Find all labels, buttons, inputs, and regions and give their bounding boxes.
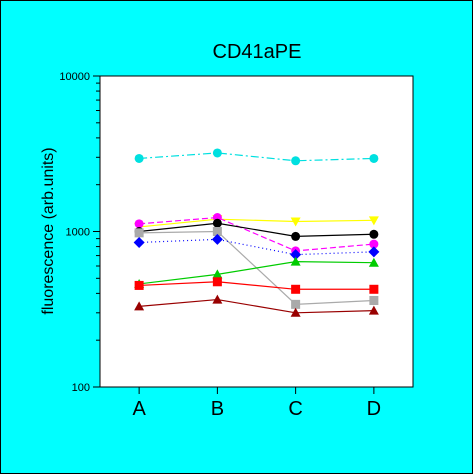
data-point: [368, 246, 380, 258]
data-point: [212, 269, 223, 279]
data-point: [212, 218, 222, 228]
data-point: [368, 257, 379, 267]
series-6: [133, 233, 380, 261]
x-axis: A B C D: [132, 387, 381, 420]
data-point: [211, 233, 223, 245]
series-line: [139, 298, 374, 314]
series-9: [134, 294, 379, 317]
series-line: [139, 216, 374, 252]
y-tick-label: 1000: [66, 227, 90, 239]
series-line: [139, 261, 374, 285]
y-tick-label: 100: [72, 382, 90, 394]
series-line: [139, 281, 374, 290]
plot-area: [99, 75, 414, 388]
data-point: [369, 229, 379, 239]
data-point: [134, 228, 144, 238]
data-point: [290, 217, 301, 227]
y-axis: 100 1000 10000: [59, 71, 100, 394]
data-point: [133, 236, 145, 248]
chart-title: CD41aPE: [213, 41, 302, 63]
series-line: [139, 152, 374, 162]
data-point: [290, 256, 301, 266]
data-point: [212, 227, 222, 236]
data-point: [212, 148, 222, 158]
data-point: [368, 216, 379, 226]
data-point: [291, 156, 301, 166]
x-tick-label: C: [288, 398, 302, 420]
data-point: [212, 294, 223, 304]
data-point: [134, 280, 144, 290]
y-tick-label: 10000: [59, 71, 90, 83]
data-point: [134, 219, 144, 229]
data-point: [369, 295, 379, 305]
series-1: [134, 148, 379, 166]
data-point: [290, 249, 302, 261]
data-point: [368, 305, 379, 315]
series-line: [139, 218, 374, 228]
data-point: [134, 153, 144, 163]
data-point: [369, 284, 379, 294]
series-8: [134, 277, 379, 294]
x-tick-label: A: [132, 398, 146, 420]
series-layer: [133, 148, 380, 317]
series-line: [139, 222, 374, 238]
data-point: [369, 153, 379, 163]
data-point: [212, 277, 222, 287]
x-tick-label: B: [211, 398, 224, 420]
data-point: [291, 299, 301, 309]
data-point: [291, 231, 301, 241]
data-point: [369, 239, 379, 249]
x-tick-label: D: [367, 398, 381, 420]
data-point: [134, 301, 145, 311]
data-point: [290, 307, 301, 317]
y-axis-label: fluorescence (arb.units): [40, 147, 57, 314]
data-point: [291, 284, 301, 294]
